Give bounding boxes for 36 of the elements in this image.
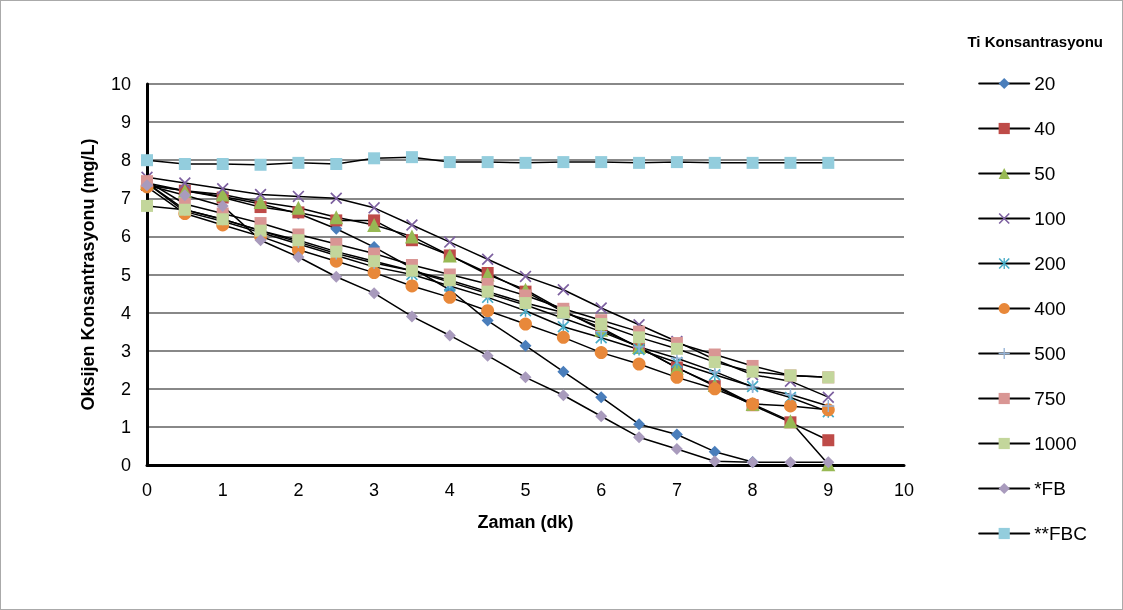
legend-label: 100 [1034,208,1066,229]
x-tick-label: 10 [893,480,915,500]
x-tick-label: 5 [520,480,531,500]
legend-label: 750 [1034,388,1066,409]
legend-title: Ti Konsantrasyonu [967,33,1104,50]
x-tick-label: 6 [596,480,607,500]
y-tick-label: 10 [110,74,131,94]
y-tick-label: 9 [120,112,131,133]
y-tick-label: 7 [120,188,131,209]
x-tick-label: 0 [141,480,153,500]
legend-label: 40 [1034,118,1056,139]
x-tick-label: 4 [444,480,455,500]
x-tick-label: 8 [747,480,758,500]
y-tick-label: 0 [120,455,131,475]
x-tick-label: 7 [671,480,682,500]
y-tick-label: 5 [120,264,131,285]
legend-label: 1000 [1034,433,1077,454]
x-tick-label: 9 [823,480,834,500]
legend-label: 200 [1034,253,1066,274]
y-tick-label: 2 [120,378,131,399]
legend-label: *FB [1034,478,1066,499]
y-tick-label: 8 [120,150,131,171]
x-tick-label: 1 [217,480,228,500]
legend-label: 20 [1034,73,1056,94]
x-axis-title: Zaman (dk) [477,512,574,532]
y-tick-label: 3 [120,340,131,361]
x-tick-label: 2 [293,480,304,500]
legend-label: 400 [1034,298,1066,319]
y-tick-label: 6 [120,226,131,247]
legend-label: 500 [1034,343,1066,364]
y-axis-title: Oksijen Konsantrasyonu (mg/L) [78,138,98,411]
y-tick-label: 4 [120,302,131,323]
legend-label: 50 [1034,163,1056,184]
legend-label: **FBC [1034,523,1088,544]
x-tick-label: 3 [369,480,380,500]
y-tick-label: 1 [120,416,131,437]
